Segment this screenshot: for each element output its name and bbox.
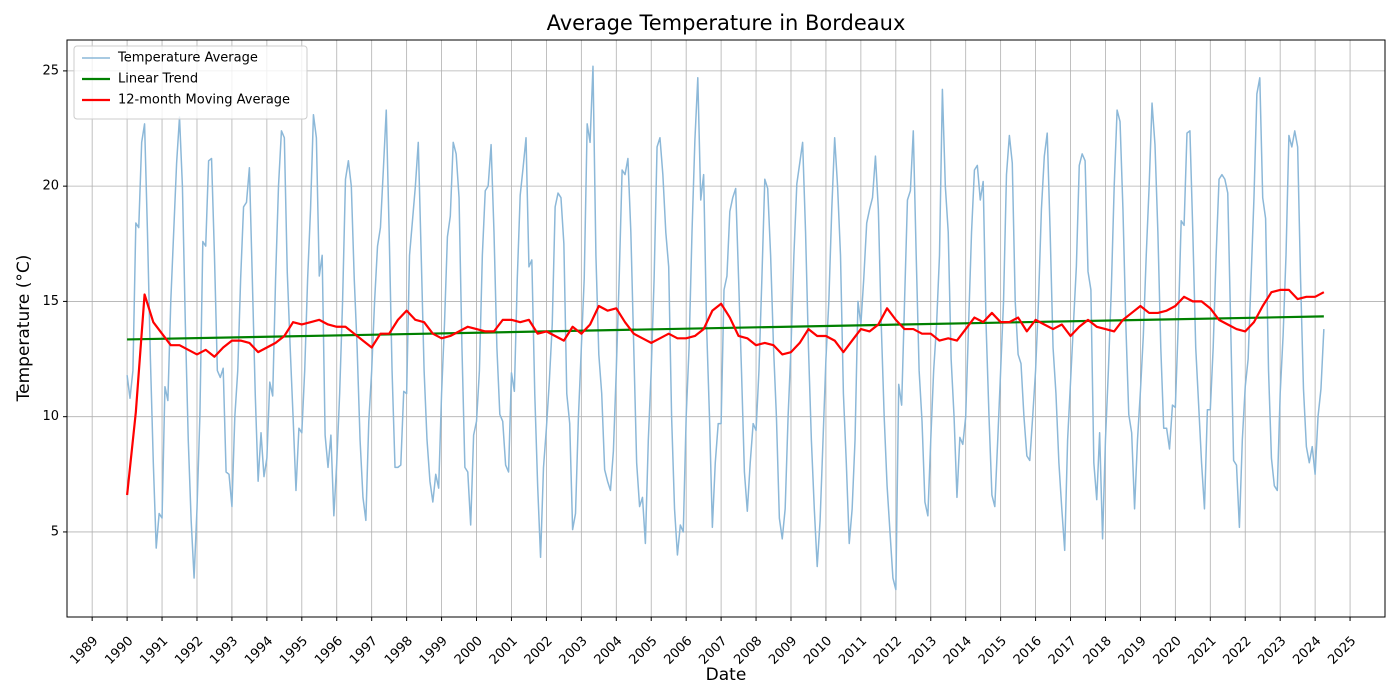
x-tick-label: 2014 — [941, 634, 975, 668]
y-tick-label: 15 — [42, 294, 59, 309]
x-tick-label: 1993 — [207, 634, 241, 668]
y-tick-label: 10 — [42, 409, 59, 424]
x-tick-label: 2007 — [696, 634, 730, 668]
y-tick-label: 25 — [42, 63, 59, 78]
x-tick-label: 1990 — [102, 634, 136, 668]
x-tick-label: 2009 — [766, 634, 800, 668]
x-tick-label: 2010 — [801, 634, 835, 668]
x-tick-label: 2000 — [452, 634, 486, 668]
x-tick-label: 2022 — [1221, 634, 1255, 668]
legend: Temperature Average Linear Trend 12-month … — [73, 45, 308, 120]
series-line — [126, 288, 1325, 496]
x-tick-label: 1989 — [67, 634, 101, 668]
x-tick-label: 1999 — [417, 634, 451, 668]
x-axis-label: Date — [706, 665, 747, 685]
grid: 1989 1990 1991 1992 1993 1994 1995 1996 1997 1998… — [42, 40, 1385, 668]
axes-frame — [66, 39, 1386, 618]
x-tick-label: 1995 — [277, 634, 311, 668]
y-tick-label: 5 — [51, 524, 59, 539]
x-tick-label: 2003 — [557, 634, 591, 668]
x-tick-label: 1996 — [312, 634, 346, 668]
x-tick-label: 2017 — [1046, 634, 1080, 668]
x-tick-label: 1994 — [242, 634, 276, 668]
x-tick-label: 1998 — [382, 634, 416, 668]
x-tick-label: 2005 — [627, 634, 661, 668]
x-tick-label: 2008 — [731, 634, 765, 668]
x-tick-label: 2024 — [1290, 634, 1324, 668]
x-tick-label: 2021 — [1186, 634, 1220, 668]
x-tick-label: 2001 — [487, 634, 521, 668]
x-tick-label: 1991 — [137, 634, 171, 668]
x-tick-label: 1992 — [172, 634, 206, 668]
series-line — [126, 65, 1325, 591]
y-tick-label: 20 — [42, 179, 59, 194]
x-tick-label: 2002 — [522, 634, 556, 668]
legend-label: Temperature Average — [117, 51, 258, 66]
series-line — [127, 315, 1324, 341]
x-tick-label: 2025 — [1325, 634, 1359, 668]
x-tick-label: 2011 — [836, 634, 870, 668]
x-tick-label: 1997 — [347, 634, 381, 668]
x-tick-label: 2016 — [1011, 634, 1045, 668]
y-axis-label: Temperature (°C) — [14, 255, 34, 403]
chart-title: Average Temperature in Bordeaux — [547, 11, 906, 35]
x-tick-label: 2012 — [871, 634, 905, 668]
x-tick-label: 2018 — [1081, 634, 1115, 668]
plot-area — [126, 65, 1325, 591]
x-tick-label: 2015 — [976, 634, 1010, 668]
legend-label: 12-month Moving Average — [118, 93, 290, 108]
x-tick-label: 2020 — [1151, 634, 1185, 668]
x-tick-label: 2006 — [661, 634, 695, 668]
x-tick-label: 2013 — [906, 634, 940, 668]
x-tick-label: 2023 — [1255, 634, 1289, 668]
x-tick-label: 2004 — [592, 634, 626, 668]
legend-box — [73, 45, 308, 120]
x-tick-label: 2019 — [1116, 634, 1150, 668]
legend-label: Linear Trend — [118, 72, 198, 87]
